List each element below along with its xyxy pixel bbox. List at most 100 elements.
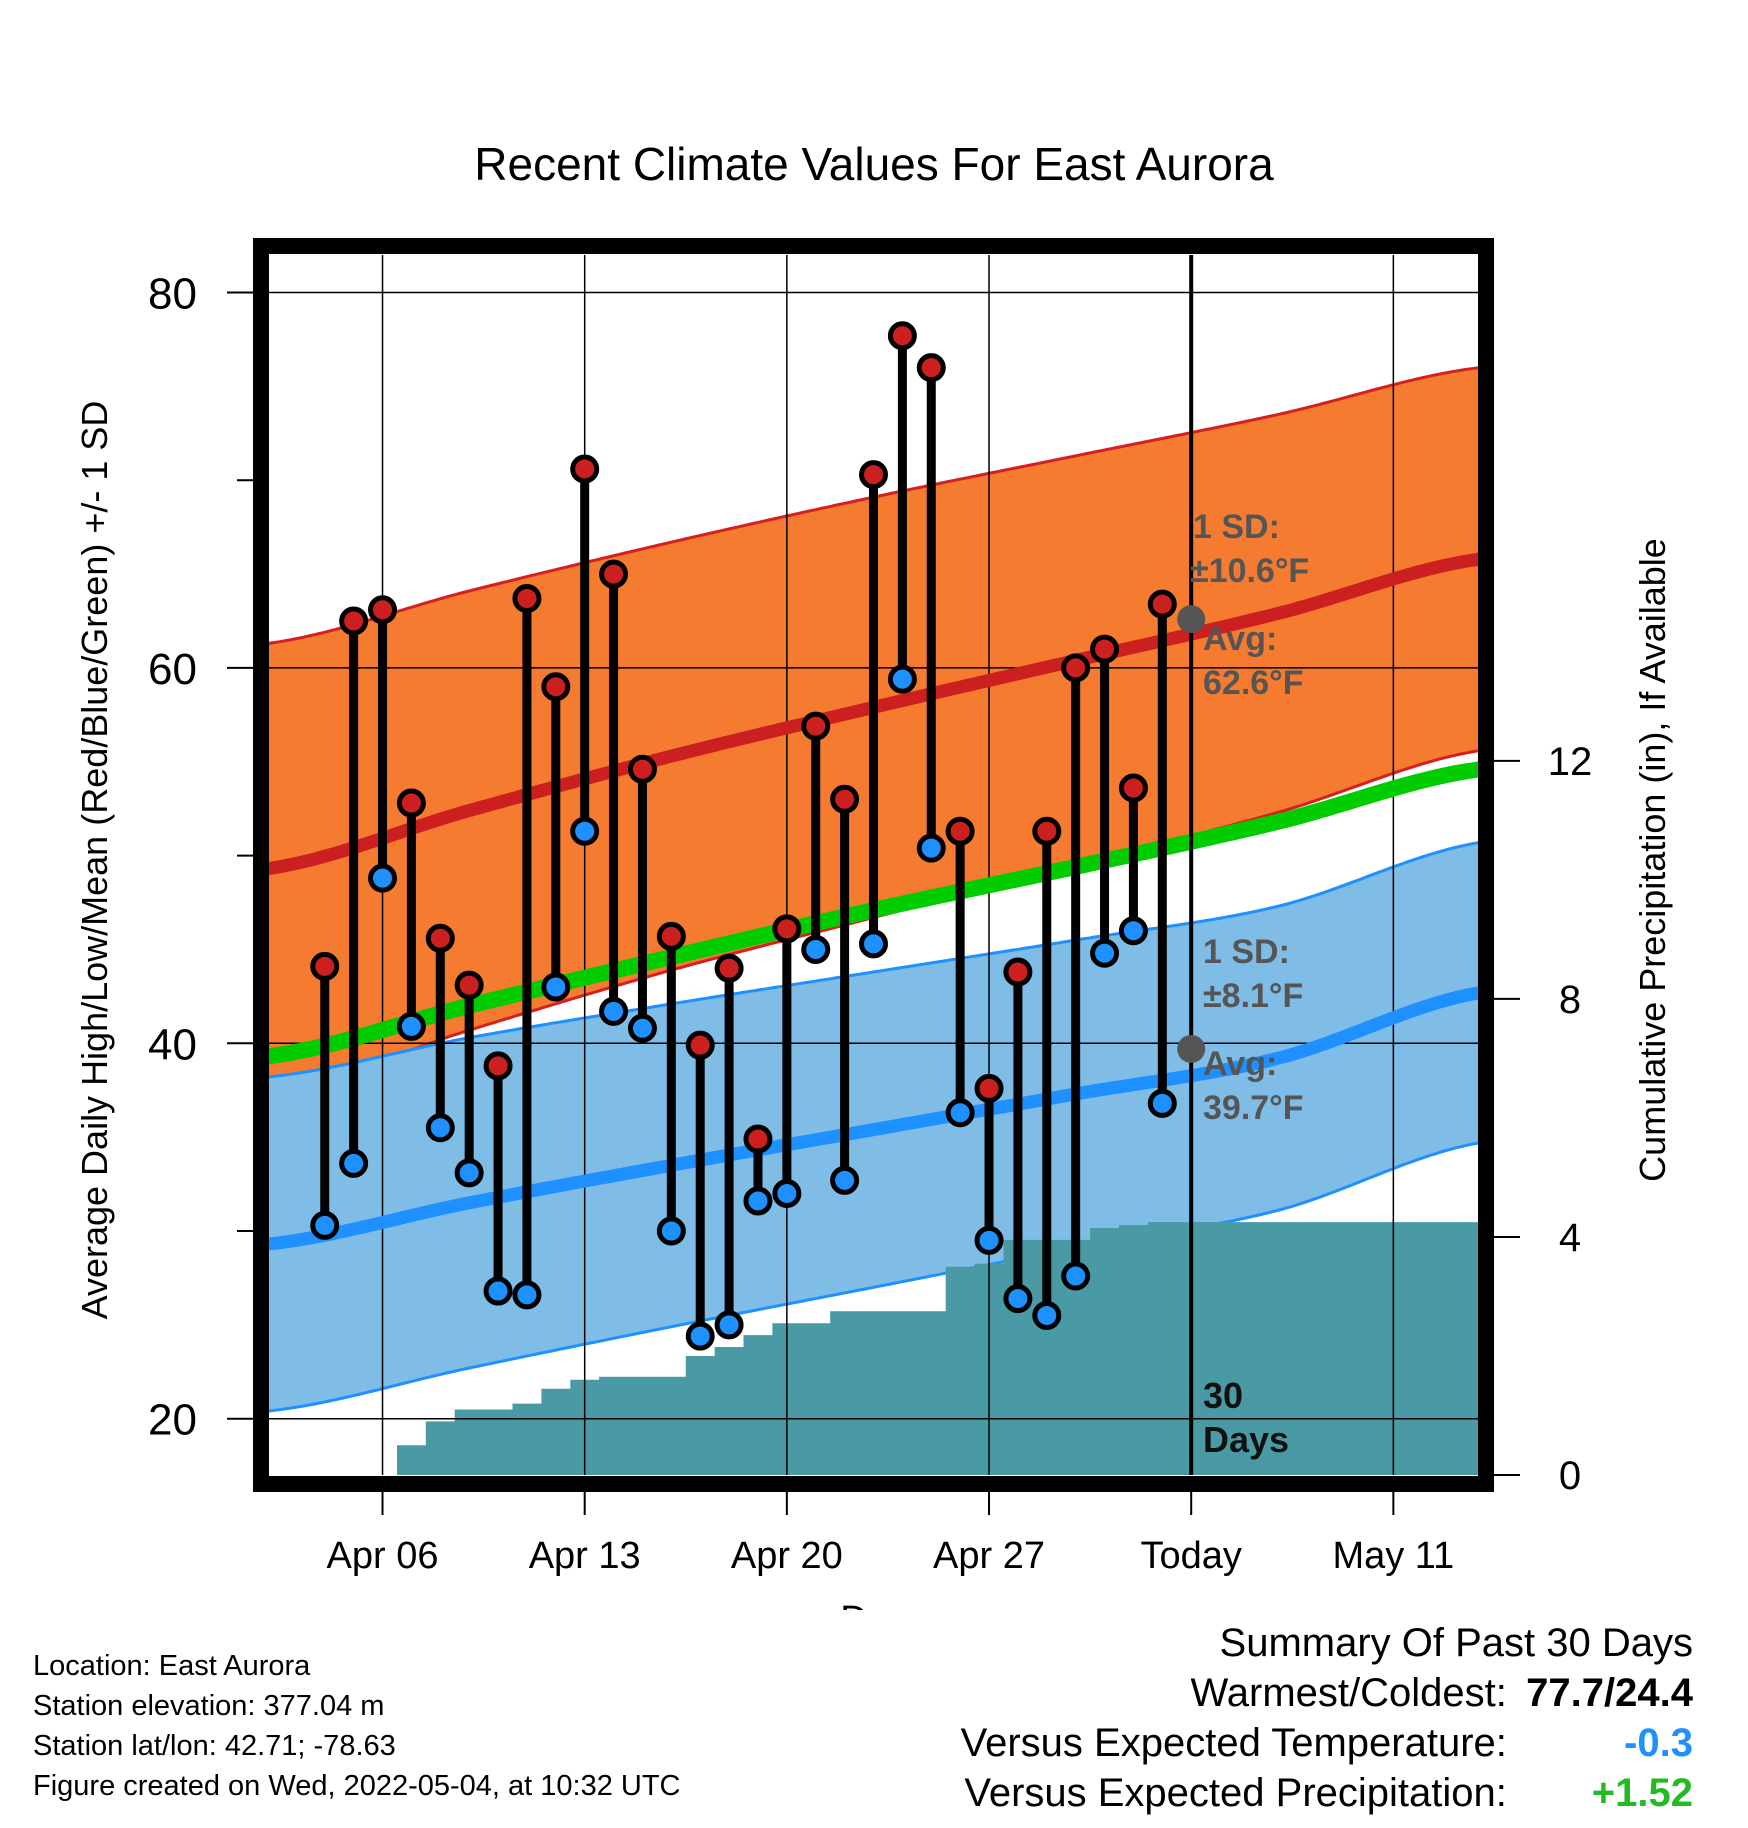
daily-high-point xyxy=(396,788,426,818)
daily-low-point xyxy=(339,1148,369,1178)
daily-low-point xyxy=(454,1158,484,1188)
plot-area: 1 SD: ±10.6°F Avg: 62.6°F 1 SD: ±8.1°F Avg: 39.… xyxy=(267,255,1480,1475)
today-high-avg-marker xyxy=(1177,605,1206,634)
daily-high-point xyxy=(859,460,888,490)
daily-high-point xyxy=(801,711,831,741)
daily-low-point xyxy=(714,1310,744,1340)
daily-low-point xyxy=(974,1225,1004,1255)
high-avg-label: Avg: xyxy=(1203,620,1277,658)
low-avg-label: Avg: xyxy=(1203,1045,1277,1083)
daily-high-point xyxy=(887,321,917,351)
today-low-avg-marker xyxy=(1177,1034,1206,1063)
daily-high-point xyxy=(599,559,629,589)
x-tick-label: Apr 27 xyxy=(933,1535,1045,1577)
warmest-coldest-row: Warmest/Coldest: 77.7/24.4 xyxy=(961,1668,1694,1718)
low-sd-label: 1 SD: xyxy=(1203,933,1290,971)
x-tick-label: May 11 xyxy=(1332,1535,1454,1577)
latlon-text: Station lat/lon: 42.71; -78.63 xyxy=(33,1730,396,1762)
daily-low-point xyxy=(1061,1261,1091,1291)
daily-high-point xyxy=(368,595,398,625)
x-axis-label: Day xyxy=(840,1599,908,1610)
daily-high-point xyxy=(916,353,946,383)
chart-title: Recent Climate Values For East Aurora xyxy=(474,138,1274,190)
daily-high-point xyxy=(627,754,657,784)
axes: 20 40 60 80 0 4 8 12 Apr 06 Apr 13 Apr 20 Apr 27 Tod… xyxy=(148,238,1592,1577)
summary-title: Summary Of Past 30 Days xyxy=(1219,1621,1693,1665)
temp-departure-row: Versus Expected Temperature: -0.3 xyxy=(961,1718,1693,1768)
daily-low-point xyxy=(685,1321,715,1351)
x-tick-label: Today xyxy=(1140,1535,1241,1577)
x-tick-label: Apr 20 xyxy=(731,1535,843,1577)
precip-departure-label: Versus Expected Precipitation: xyxy=(964,1771,1507,1815)
daily-low-point xyxy=(570,816,600,846)
daily-low-point xyxy=(1003,1284,1033,1314)
daily-high-point xyxy=(1061,653,1091,683)
daily-low-point xyxy=(599,996,629,1026)
daily-low-point xyxy=(1118,916,1148,946)
daily-high-point xyxy=(1003,957,1033,987)
elevation-text: Station elevation: 377.04 m xyxy=(33,1690,385,1722)
daily-low-point xyxy=(801,934,831,964)
y-tick-label: 20 xyxy=(148,1396,197,1445)
period-unit-label: Days xyxy=(1203,1419,1289,1460)
daily-low-point xyxy=(368,863,398,893)
temp-departure-value: -0.3 xyxy=(1624,1721,1693,1765)
low-lower-sd-line xyxy=(267,1141,1480,1413)
high-sd-label: 1 SD: xyxy=(1193,508,1280,546)
created-text: Figure created on Wed, 2022-05-04, at 10… xyxy=(33,1770,681,1802)
location-text: Location: East Aurora xyxy=(33,1650,311,1682)
daily-high-point xyxy=(685,1030,715,1060)
daily-high-point xyxy=(512,583,542,613)
precip-departure-row: Versus Expected Precipitation: +1.52 xyxy=(961,1768,1693,1818)
high-sd-value: ±10.6°F xyxy=(1190,552,1309,590)
daily-high-point xyxy=(1118,773,1148,803)
daily-low-point xyxy=(1032,1300,1062,1330)
daily-low-point xyxy=(541,972,571,1002)
daily-high-point xyxy=(830,784,860,814)
daily-low-point xyxy=(916,833,946,863)
daily-low-point xyxy=(1090,938,1120,968)
daily-high-point xyxy=(541,672,571,702)
plot-clip-group xyxy=(267,255,1480,1475)
y2-axis-label: Cumulative Precipitation (in), If Availa… xyxy=(1632,538,1673,1182)
warmest-coldest-label: Warmest/Coldest: xyxy=(1190,1671,1507,1715)
daily-high-point xyxy=(339,606,369,636)
low-avg-value: 39.7°F xyxy=(1203,1089,1304,1127)
daily-high-point xyxy=(483,1051,513,1081)
y2-tick-label: 0 xyxy=(1559,1454,1581,1498)
daily-low-point xyxy=(512,1280,542,1310)
daily-low-point xyxy=(627,1013,657,1043)
daily-low-point xyxy=(396,1011,426,1041)
daily-low-point xyxy=(425,1113,455,1143)
daily-high-point xyxy=(974,1073,1004,1103)
warmest-coldest-value: 77.7/24.4 xyxy=(1526,1671,1693,1715)
y-axis-label: Average Daily High/Low/Mean (Red/Blue/Gr… xyxy=(74,401,115,1320)
low-normal-line xyxy=(267,986,1480,1251)
daily-high-point xyxy=(1032,816,1062,846)
daily-high-point xyxy=(310,951,340,981)
daily-high-point xyxy=(714,953,744,983)
daily-high-point xyxy=(1147,589,1177,619)
y-tick-label: 60 xyxy=(148,645,197,694)
plot-frame xyxy=(253,238,1494,1492)
precip-departure-value: +1.52 xyxy=(1591,1771,1693,1815)
daily-high-point xyxy=(454,970,484,1000)
y-tick-label: 40 xyxy=(148,1020,197,1069)
daily-high-point xyxy=(772,914,802,944)
daily-high-point xyxy=(570,454,600,484)
daily-high-point xyxy=(656,921,686,951)
station-info: Location: East Aurora Station elevation:… xyxy=(33,1646,681,1806)
x-tick-label: Apr 06 xyxy=(327,1535,439,1577)
high-avg-value: 62.6°F xyxy=(1203,664,1304,702)
daily-high-point xyxy=(743,1124,773,1154)
y2-tick-label: 4 xyxy=(1559,1216,1581,1260)
daily-low-point xyxy=(830,1165,860,1195)
daily-high-point xyxy=(945,816,975,846)
daily-low-point xyxy=(887,664,917,694)
cumulative-precip-area xyxy=(310,1222,1480,1475)
low-sd-value: ±8.1°F xyxy=(1203,977,1303,1015)
daily-low-point xyxy=(656,1216,686,1246)
daily-low-point xyxy=(310,1210,340,1240)
summary-panel: Summary Of Past 30 Days Warmest/Coldest:… xyxy=(961,1618,1693,1818)
daily-low-point xyxy=(772,1178,802,1208)
